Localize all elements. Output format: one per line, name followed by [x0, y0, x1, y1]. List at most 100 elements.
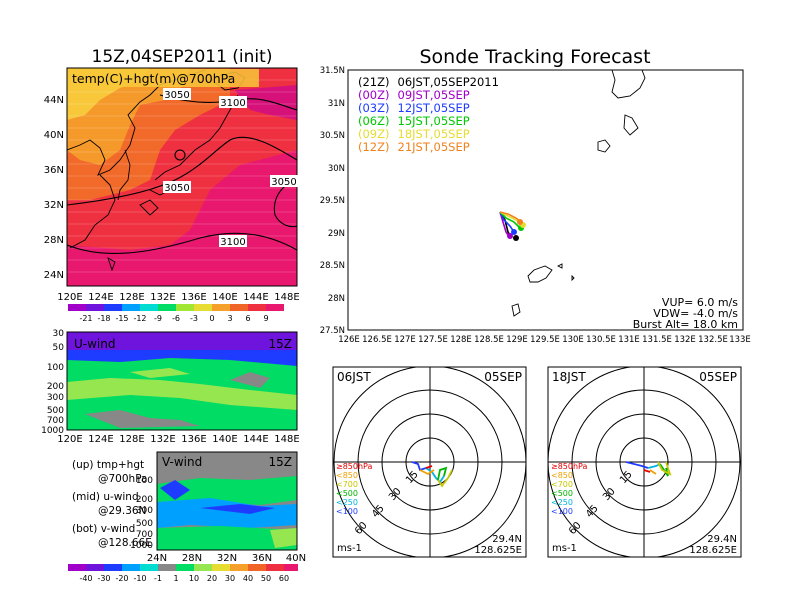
lon-tick: 132E	[150, 292, 175, 303]
note-line: @700hPa	[98, 473, 148, 485]
contour-label: 3100	[220, 98, 245, 109]
legend-time: 09JST,05SEP	[398, 88, 470, 102]
contour-label: 3050	[164, 183, 189, 194]
pressure-legend-item: <500	[551, 489, 573, 498]
colorbar-tick: -10	[133, 574, 146, 583]
lon-tick: 127.5E	[418, 335, 448, 345]
vwind-label: V-wind	[162, 455, 202, 469]
lat-tick: 36N	[44, 165, 64, 176]
p-tick: 30	[53, 329, 65, 339]
legend-zulu: (09Z)	[358, 127, 390, 141]
colorbar-tick: 60	[279, 574, 289, 583]
panel-notes: (up) tmp+hgt @700hPa (mid) u-wind @29.36…	[72, 459, 152, 549]
vwind-pressure-ticks: 100 200 300 500 700 1000	[130, 476, 153, 551]
lon-tick: 132E	[674, 335, 696, 345]
top-map-lon-ticks: 120E 124E 128E 132E 136E 140E 144E 148E	[57, 292, 299, 303]
p-tick: 300	[47, 393, 64, 403]
lon-tick: 130E	[562, 335, 584, 345]
p-tick: 100	[47, 363, 64, 373]
pressure-legend-item: ≥850hPa	[336, 462, 373, 471]
legend-zulu: (12Z)	[358, 140, 390, 154]
lat-tick: 27.5N	[320, 326, 345, 336]
colorbar-tick: 10	[189, 574, 199, 583]
pressure-legend-item: <850	[551, 471, 573, 480]
lon-tick: 136E	[181, 434, 206, 445]
legend-entry: (21Z) 06JST,05SEP2011	[358, 75, 499, 89]
colorbar-tick: -1	[154, 574, 162, 583]
colorbar-tick: -3	[190, 314, 198, 323]
note-line: (mid) u-wind	[72, 491, 139, 503]
note-line: @128.66E	[98, 537, 152, 549]
colorbar-tick: -15	[115, 314, 128, 323]
lon-tick: 124E	[88, 292, 113, 303]
legend-time: 21JST,05SEP	[398, 140, 470, 154]
p-tick: 1000	[41, 426, 64, 436]
lon-tick: 120E	[57, 434, 82, 445]
vwind-frame	[156, 451, 298, 551]
p-tick: 700	[136, 530, 153, 540]
vwind-time: 15Z	[269, 455, 293, 469]
tracking-map-coastlines	[511, 69, 646, 317]
lat-tick: 44N	[44, 95, 64, 106]
hodograph-unit: ms-1	[337, 543, 362, 554]
lon-tick: 144E	[243, 292, 268, 303]
legend-time: 15JST,05SEP	[398, 114, 470, 128]
temperature-map-label: temp(C)+hgt(m)@700hPa	[72, 71, 235, 86]
hodograph-lon: 128.625E	[474, 545, 522, 556]
lon-tick: 128E	[119, 292, 144, 303]
uwind-label: U-wind	[74, 337, 115, 351]
param-line: VUP= 6.0 m/s	[662, 296, 738, 309]
p-tick: 200	[47, 382, 64, 392]
lon-tick: 133E	[729, 335, 751, 345]
hodograph-time: 18JST	[552, 370, 586, 384]
pressure-legend-item: <700	[551, 480, 573, 489]
tracking-lon-ticks: 126E 126.5E 127E 127.5E 128E 128.5E 129E…	[338, 335, 751, 345]
legend-time: 18JST,05SEP	[398, 127, 470, 141]
lat-tick: 32N	[217, 553, 237, 564]
legend-entry: (00Z) 09JST,05SEP	[358, 88, 470, 102]
lat-tick: 30N	[328, 164, 345, 174]
wind-colorbar: -40 -30 -20 -10 -1 1 10 20 30 40 50 60	[68, 564, 298, 583]
colorbar-tick: -18	[97, 314, 110, 323]
lat-tick: 31N	[328, 99, 345, 109]
track-03z	[499, 211, 515, 233]
lat-tick: 30.5N	[320, 131, 345, 141]
note-line: @29.36N	[98, 505, 146, 517]
colorbar-tick: -20	[115, 574, 128, 583]
lon-tick: 132.5E	[698, 335, 728, 345]
colorbar-tick: -21	[79, 314, 92, 323]
lon-tick: 136E	[181, 292, 206, 303]
uwind-time: 15Z	[269, 337, 293, 351]
legend-time: 12JST,05SEP	[398, 101, 470, 115]
legend-zulu: (06Z)	[358, 114, 390, 128]
lon-tick: 128E	[450, 335, 472, 345]
contour-label: 3100	[220, 237, 245, 248]
param-line: Burst Alt= 18.0 km	[633, 318, 738, 331]
track-end-03z	[511, 229, 517, 235]
lat-tick: 29.5N	[320, 196, 345, 206]
lon-tick: 128.5E	[474, 335, 504, 345]
lat-tick: 28.5N	[320, 261, 345, 271]
uwind-frame	[66, 331, 298, 431]
lon-tick: 126E	[338, 335, 360, 345]
lon-tick: 140E	[212, 434, 237, 445]
legend-zulu: (03Z)	[358, 101, 390, 115]
legend-zulu: (21Z)	[358, 75, 390, 89]
vwind-section	[157, 452, 297, 550]
colorbar-tick: -6	[172, 314, 180, 323]
colorbar-tick: 0	[209, 314, 214, 323]
legend-entry: (09Z) 18JST,05SEP	[358, 127, 470, 141]
colorbar-tick: 40	[243, 574, 253, 583]
lat-tick: 24N	[44, 270, 64, 281]
lat-tick: 29N	[328, 229, 345, 239]
hodograph-trace	[625, 461, 672, 477]
lon-tick: 132E	[150, 434, 175, 445]
lat-tick: 28N	[44, 235, 64, 246]
param-line: VDW= -4.0 m/s	[653, 307, 738, 320]
hodograph-date: 05SEP	[484, 370, 522, 384]
note-line: (bot) v-wind	[72, 523, 135, 535]
legend-time: 06JST,05SEP2011	[398, 75, 499, 89]
lon-tick: 144E	[243, 434, 268, 445]
pressure-legend-item: <100	[336, 507, 358, 516]
tracking-legend: (21Z) 06JST,05SEP2011 (00Z) 09JST,05SEP (0…	[358, 75, 499, 154]
